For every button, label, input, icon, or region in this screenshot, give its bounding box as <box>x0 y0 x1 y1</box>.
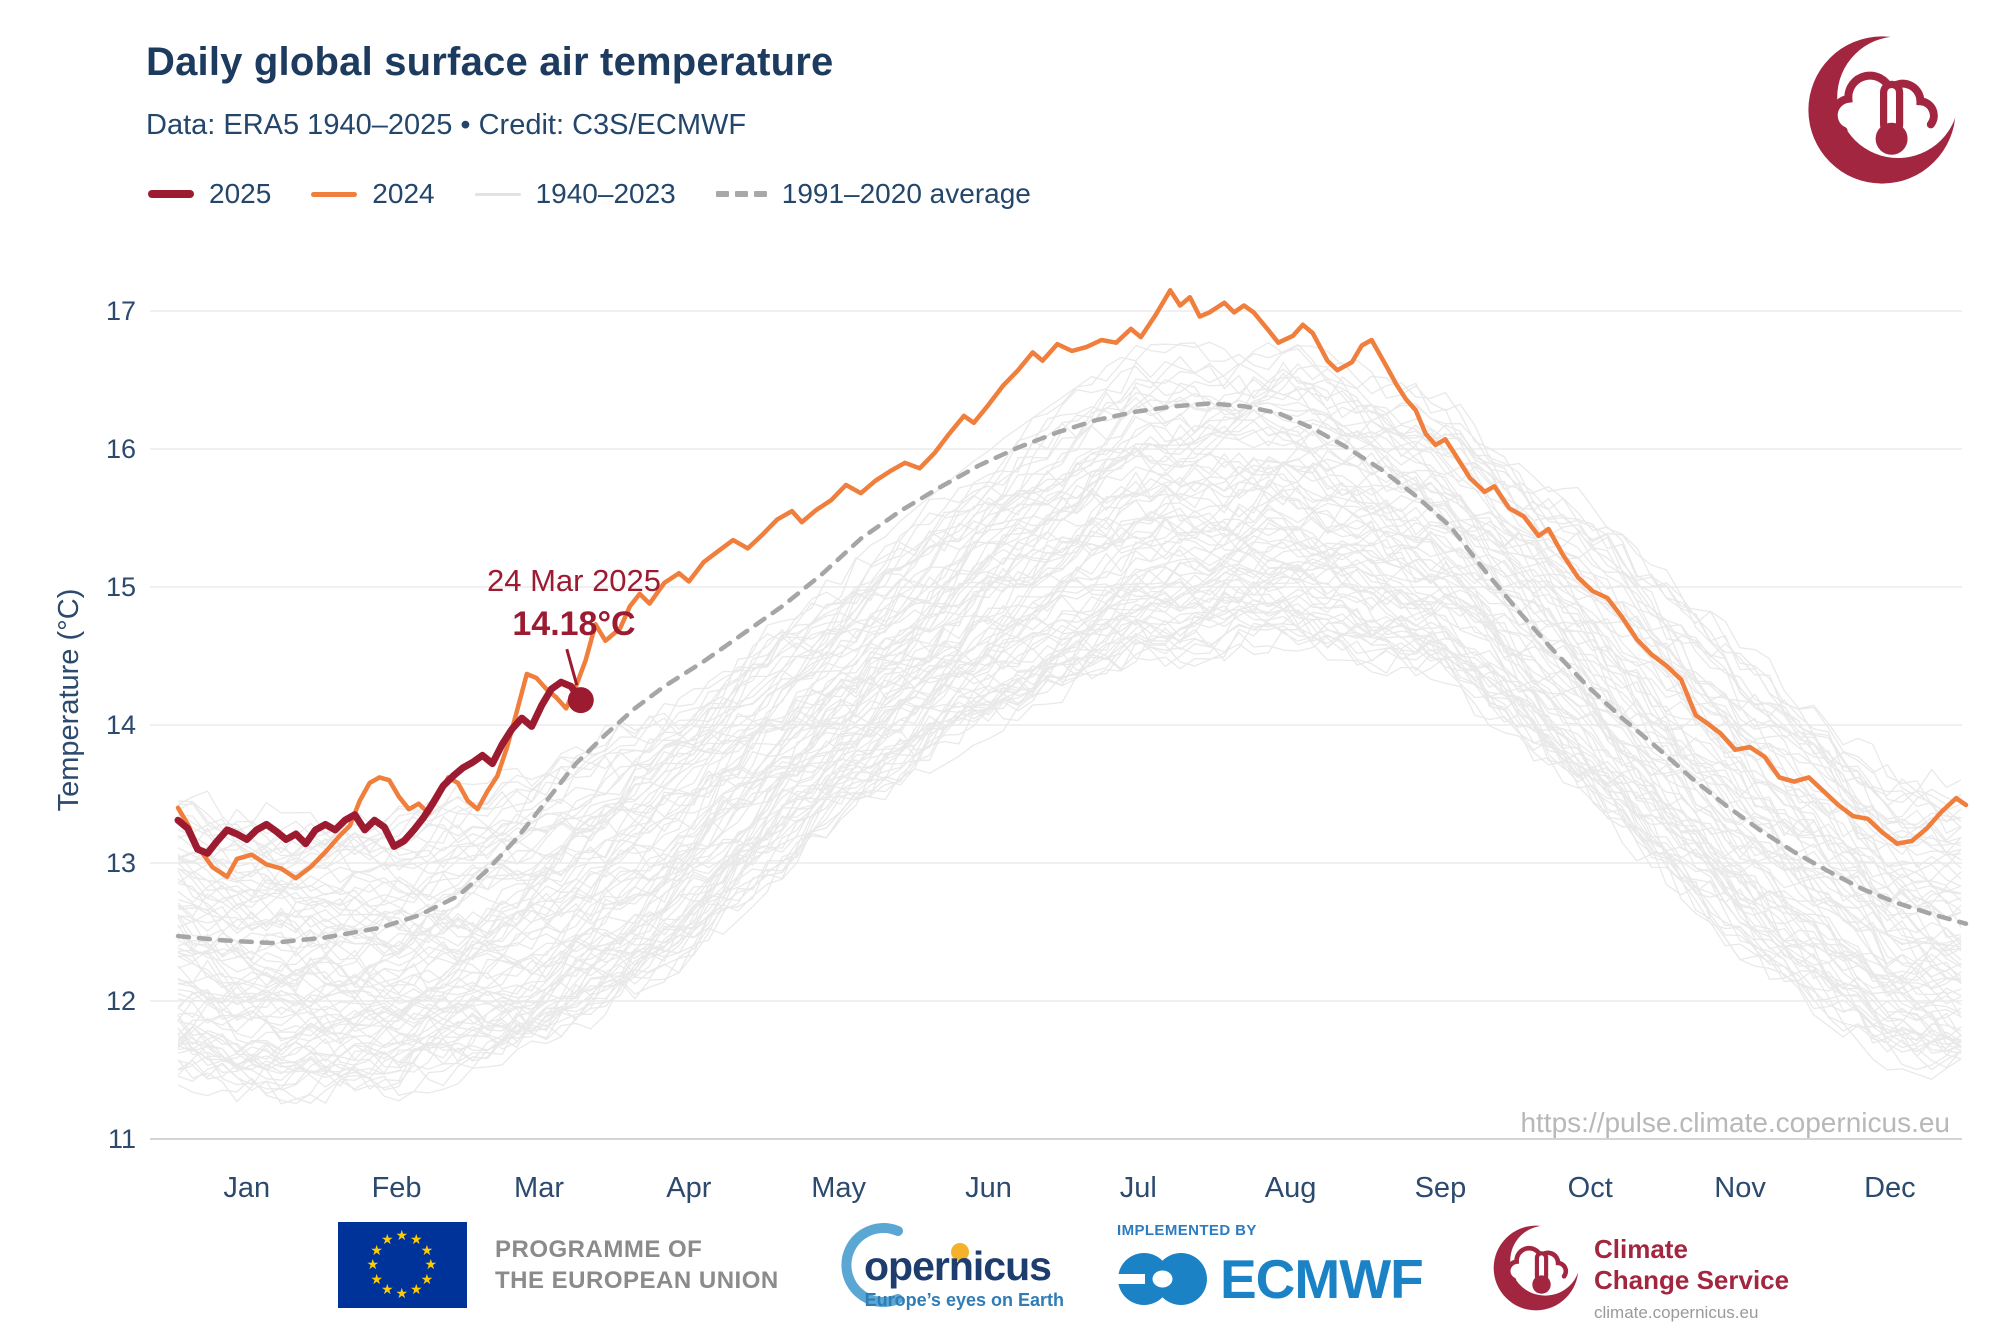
y-axis-ticks: 11 12 13 14 15 16 17 <box>106 296 136 1154</box>
svg-text:Mar: Mar <box>514 1172 564 1204</box>
legend-swatch <box>148 190 194 198</box>
eu-star-icon: ★ <box>420 1270 434 1287</box>
legend-item-2025[interactable]: 2025 <box>148 178 271 210</box>
eu-flag-icon: ★ ★ ★ ★ ★ ★ ★ ★ ★ ★ ★ ★ <box>338 1222 467 1308</box>
eu-star-icon: ★ <box>370 1270 383 1287</box>
legend-label: 2024 <box>372 178 435 209</box>
eu-star-icon: ★ <box>366 1256 380 1272</box>
svg-text:Jul: Jul <box>1120 1172 1157 1204</box>
eu-star-icon: ★ <box>381 1281 394 1298</box>
latest-value-dot <box>567 687 594 714</box>
page-title: Daily global surface air temperature <box>146 40 834 84</box>
svg-text:Oct: Oct <box>1568 1172 1613 1204</box>
chart-legend: 2025 2024 1940–2023 1991–2020 average <box>148 178 1031 210</box>
copernicus-logo[interactable]: opernicus Europe’s eyes on Earth <box>818 1222 1068 1317</box>
chart-header: Daily global surface air temperature Dat… <box>146 40 833 142</box>
eu-star-icon: ★ <box>410 1230 423 1247</box>
svg-text:May: May <box>811 1172 866 1204</box>
legend-item-1940-2023[interactable]: 1940–2023 <box>474 178 676 210</box>
eu-star-icon: ★ <box>420 1241 434 1258</box>
legend-label: 2025 <box>209 178 272 209</box>
legend-swatch <box>715 191 767 197</box>
chart-subtitle: Data: ERA5 1940–2025 • Credit: C3S/ECMWF <box>146 109 747 141</box>
copernicus-crescent-icon: opernicus Europe’s eyes on Earth <box>841 1223 1064 1310</box>
svg-text:Sep: Sep <box>1415 1172 1467 1204</box>
climate-change-service-logo[interactable]: Climate Change Service climate.copernicu… <box>1490 1222 1789 1323</box>
eu-star-icon: ★ <box>395 1227 409 1243</box>
legend-item-2024[interactable]: 2024 <box>311 178 435 210</box>
svg-text:12: 12 <box>106 986 136 1016</box>
y-axis-title: Temperature (°C) <box>53 589 85 812</box>
copernicus-tagline: Europe’s eyes on Earth <box>865 1290 1064 1310</box>
ccs-crescent-icon <box>1490 1222 1582 1314</box>
eu-star-icon: ★ <box>395 1285 409 1301</box>
svg-text:Apr: Apr <box>666 1172 711 1204</box>
implemented-by-label: IMPLEMENTED BY <box>1117 1222 1257 1239</box>
annotation-date: 24 Mar 2025 <box>487 563 661 598</box>
svg-text:15: 15 <box>106 572 136 602</box>
ccs-url: climate.copernicus.eu <box>1594 1303 1759 1322</box>
legend-swatch <box>474 192 521 196</box>
legend-item-1991-2020-average[interactable]: 1991–2020 average <box>715 178 1031 210</box>
x-axis-ticks: Jan Feb Mar Apr May Jun Jul Aug Sep Oct Nov Dec <box>223 1172 1915 1204</box>
annotation-value: 14.18°C <box>512 605 635 643</box>
eu-star-icon: ★ <box>424 1256 438 1272</box>
svg-text:14: 14 <box>106 710 136 740</box>
svg-text:13: 13 <box>106 848 136 878</box>
eu-programme-text: PROGRAMME OF THE EUROPEAN UNION <box>495 1236 779 1294</box>
eu-star-icon: ★ <box>410 1281 423 1298</box>
copernicus-wordmark: opernicus <box>864 1243 1051 1289</box>
eu-star-icon: ★ <box>381 1230 394 1247</box>
svg-text:Feb: Feb <box>372 1172 422 1204</box>
ecmwf-logo[interactable]: IMPLEMENTED BY ECMWF <box>1117 1222 1424 1314</box>
series-2025-line <box>174 678 585 857</box>
eu-programme-logo[interactable]: ★ ★ ★ ★ ★ ★ ★ ★ ★ ★ ★ ★ PROGRAMME OF THE EUROPEAN U… <box>338 1222 779 1308</box>
legend-label: 1940–2023 <box>535 178 676 209</box>
average-1991-2020-line <box>175 401 1969 946</box>
legend-label: 1991–2020 average <box>781 178 1031 209</box>
svg-text:17: 17 <box>106 296 136 326</box>
svg-text:Aug: Aug <box>1265 1172 1317 1204</box>
svg-text:Jun: Jun <box>965 1172 1012 1204</box>
watermark-url: https://pulse.climate.copernicus.eu <box>1520 1107 1950 1138</box>
legend-swatch <box>311 191 358 197</box>
eu-star-icon: ★ <box>370 1241 383 1258</box>
ccs-name-line1: Climate <box>1594 1234 1688 1264</box>
svg-text:Nov: Nov <box>1714 1172 1766 1204</box>
annotation-connector <box>565 648 579 686</box>
ecmwf-glyph-icon <box>1117 1253 1207 1305</box>
ensemble-lines-1940-2023 <box>177 341 1962 1105</box>
series-2024-line <box>175 288 1969 881</box>
svg-text:Dec: Dec <box>1864 1172 1916 1204</box>
svg-text:Jan: Jan <box>223 1172 270 1204</box>
ecmwf-wordmark: ECMWF <box>1220 1248 1424 1310</box>
svg-text:11: 11 <box>108 1124 136 1154</box>
svg-text:16: 16 <box>106 434 136 464</box>
ccs-name-line2: Change Service <box>1594 1265 1790 1295</box>
